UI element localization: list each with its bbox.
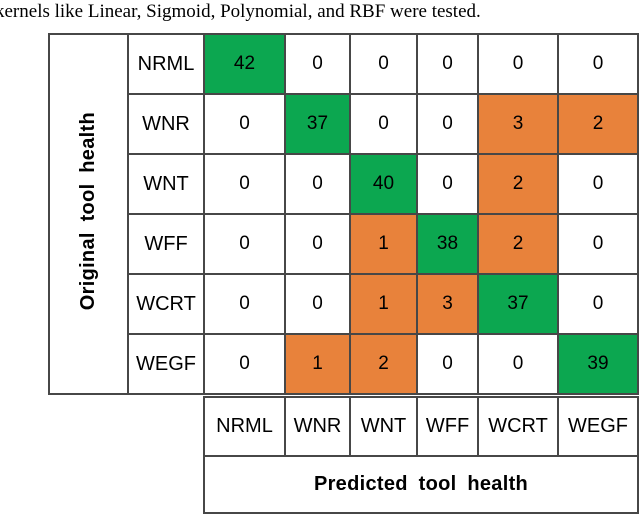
matrix-cell: 0 (416, 33, 479, 95)
matrix-cell: 2 (557, 93, 639, 155)
caption-text: kernels like Linear, Sigmoid, Polynomial… (0, 1, 481, 22)
matrix-row: WNR 0 37 0 0 3 2 (49, 93, 639, 155)
matrix-cell: 0 (203, 153, 286, 215)
matrix-cell: 0 (203, 93, 286, 155)
matrix-cell: 3 (477, 93, 559, 155)
matrix-cell: 42 (203, 33, 286, 95)
matrix-row: WNT 0 0 40 0 2 0 (49, 153, 639, 215)
matrix-cell: 0 (416, 93, 479, 155)
matrix-cell: 40 (349, 153, 418, 215)
matrix-cell: 39 (557, 333, 639, 395)
matrix-row: WFF 0 0 1 38 2 0 (49, 213, 639, 275)
column-header-table: NRML WNR WNT WFF WCRT WEGF Predicted too… (203, 396, 639, 514)
confusion-matrix-table: Original tool health NRML 42 0 0 0 0 0 W… (48, 33, 639, 395)
matrix-cell: 0 (284, 273, 351, 335)
matrix-cell: 1 (349, 273, 418, 335)
row-label: NRML (127, 33, 205, 95)
matrix-cell: 38 (416, 213, 479, 275)
x-axis-title: Predicted tool health (203, 455, 639, 514)
col-label: WNR (284, 396, 351, 457)
matrix-cell: 0 (284, 213, 351, 275)
matrix-cell: 0 (416, 153, 479, 215)
matrix-cell: 1 (349, 213, 418, 275)
matrix-cell: 0 (203, 273, 286, 335)
matrix-cell: 0 (203, 213, 286, 275)
row-label: WNT (127, 153, 205, 215)
col-label: WNT (349, 396, 418, 457)
matrix-cell: 2 (477, 213, 559, 275)
row-label: WFF (127, 213, 205, 275)
matrix-row: WEGF 0 1 2 0 0 39 (49, 333, 639, 395)
y-axis-title-cell: Original tool health (48, 33, 129, 395)
matrix-cell: 0 (349, 93, 418, 155)
col-label: WEGF (557, 396, 639, 457)
x-axis-title-row: Predicted tool health (203, 455, 639, 514)
col-label: WFF (416, 396, 479, 457)
matrix-cell: 0 (349, 33, 418, 95)
matrix-cell: 0 (203, 333, 286, 395)
matrix-cell: 0 (284, 153, 351, 215)
matrix-cell: 37 (477, 273, 559, 335)
matrix-cell: 3 (416, 273, 479, 335)
matrix-row: WCRT 0 0 1 3 37 0 (49, 273, 639, 335)
matrix-cell: 0 (557, 273, 639, 335)
matrix-cell: 0 (557, 213, 639, 275)
y-axis-title: Original tool health (77, 111, 99, 311)
matrix-cell: 37 (284, 93, 351, 155)
row-label: WEGF (127, 333, 205, 395)
matrix-cell: 0 (284, 33, 351, 95)
matrix-row: Original tool health NRML 42 0 0 0 0 0 (48, 33, 639, 395)
row-label: WCRT (127, 273, 205, 335)
column-header-row: NRML WNR WNT WFF WCRT WEGF (203, 396, 639, 457)
matrix-cell: 0 (477, 333, 559, 395)
matrix-cell: 2 (477, 153, 559, 215)
matrix-cell: 2 (349, 333, 418, 395)
matrix-cell: 0 (416, 333, 479, 395)
matrix-cell: 1 (284, 333, 351, 395)
matrix-cell: 0 (557, 153, 639, 215)
matrix-cell: 0 (477, 33, 559, 95)
row-label: WNR (127, 93, 205, 155)
col-label: NRML (203, 396, 286, 457)
col-label: WCRT (477, 396, 559, 457)
matrix-cell: 0 (557, 33, 639, 95)
